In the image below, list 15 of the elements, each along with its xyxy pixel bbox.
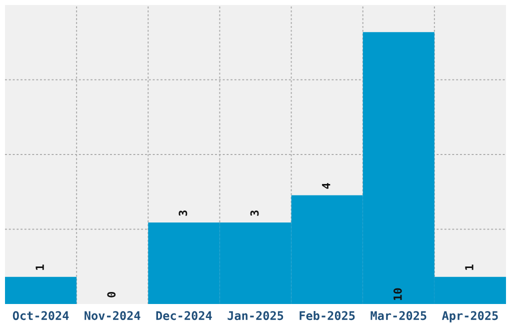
x-tick-label: Mar-2025 — [370, 311, 426, 320]
data-label: 1 — [36, 264, 44, 270]
x-tick-label: Jan-2025 — [228, 311, 284, 320]
data-label: 3 — [178, 210, 188, 216]
x-tick-label: Dec-2024 — [156, 311, 212, 320]
data-label: 4 — [322, 183, 330, 189]
x-tick-label: Oct-2024 — [12, 311, 69, 320]
data-label: 1 — [465, 264, 474, 270]
x-tick-label: Nov-2024 — [84, 311, 140, 320]
data-label: 3 — [250, 210, 259, 216]
x-tick-label: Apr-2025 — [442, 311, 498, 322]
bar — [5, 276, 77, 304]
data-label: 0 — [107, 292, 116, 298]
x-tick-label: Feb-2025 — [300, 310, 355, 320]
data-label: 10 — [393, 288, 402, 300]
